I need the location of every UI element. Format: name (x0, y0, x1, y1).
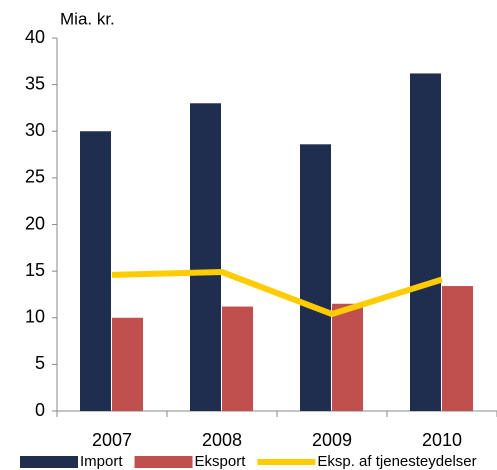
bar (112, 317, 143, 411)
legend-label: Eksport (195, 453, 247, 470)
y-tick-label: 5 (35, 353, 45, 373)
y-tick-label: 20 (25, 213, 45, 233)
bar (190, 103, 221, 412)
x-tick-label: 2007 (92, 430, 132, 450)
y-tick-label: 30 (25, 120, 45, 140)
x-tick-label: 2008 (202, 430, 242, 450)
bar (332, 303, 363, 411)
bar (410, 73, 441, 411)
bar (80, 131, 111, 411)
legend-swatch (20, 456, 78, 468)
y-tick-label: 25 (25, 167, 45, 187)
y-axis-label: Mia. kr. (60, 9, 115, 28)
x-tick-label: 2009 (312, 430, 352, 450)
bar (300, 144, 331, 411)
bar (222, 306, 253, 411)
y-tick-label: 10 (25, 307, 45, 327)
bar (442, 286, 473, 411)
legend-label: Import (80, 453, 123, 470)
y-tick-label: 0 (35, 400, 45, 420)
x-tick-label: 2010 (422, 430, 462, 450)
legend-swatch (134, 456, 193, 468)
y-tick-label: 40 (25, 27, 45, 47)
y-tick-label: 35 (25, 73, 45, 93)
legend-label: Eksp. af tjenesteydelser (317, 453, 476, 470)
line (111, 269, 443, 318)
y-tick-label: 15 (25, 260, 45, 280)
